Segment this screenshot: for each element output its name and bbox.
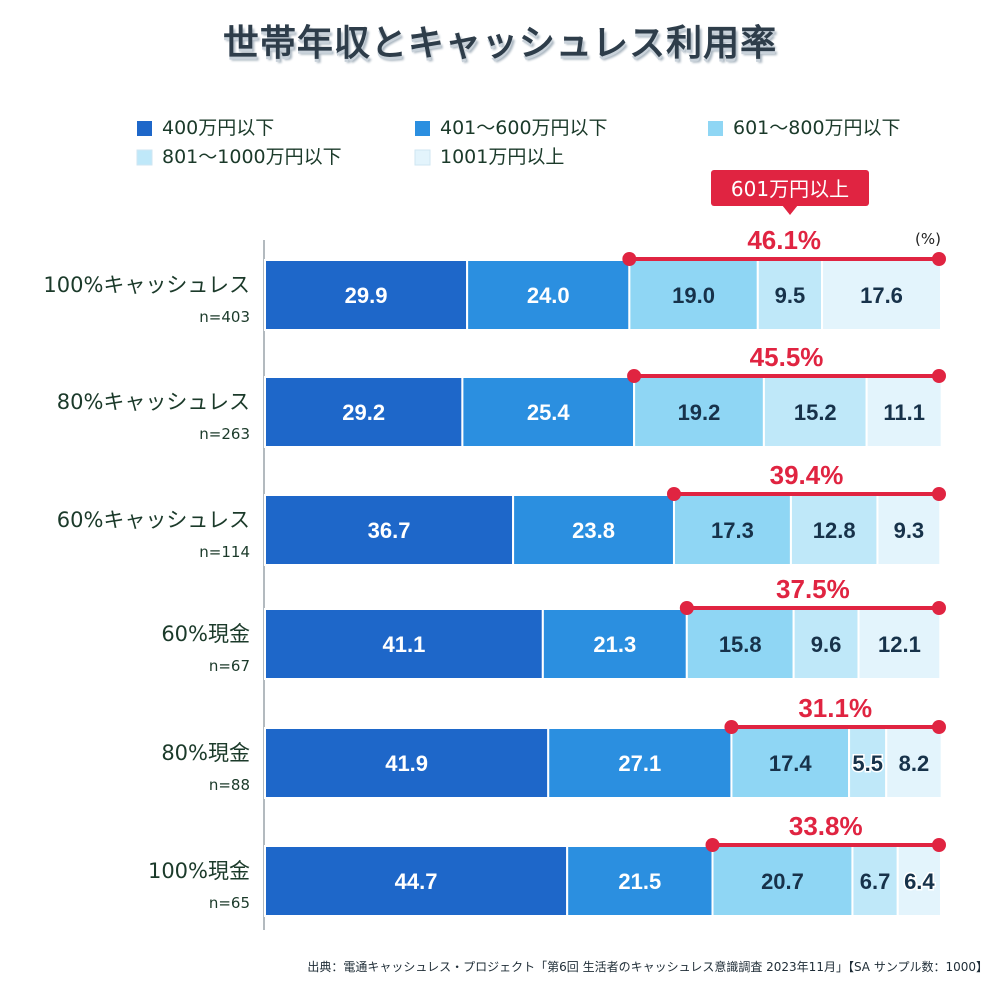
data-label-r2-s1: 29.2 <box>342 400 385 425</box>
data-label-r5-s2: 27.1 <box>618 751 661 776</box>
data-label-r5-s5: 8.2 <box>899 751 930 776</box>
legend-swatch-2 <box>415 121 430 136</box>
data-label-r5-s4: 5.5 <box>852 751 883 776</box>
callout-pointer <box>782 205 798 215</box>
data-label-r1-s5: 17.6 <box>860 283 903 308</box>
bar-segment-r4-s2 <box>541 608 688 680</box>
bar-segment-r2-s5 <box>865 376 943 448</box>
data-label-r5-s3: 17.4 <box>769 751 813 776</box>
data-label-r2-s3: 19.2 <box>678 400 721 425</box>
data-label-r3-s5: 9.3 <box>894 518 925 543</box>
above-600-total-5: 31.1% <box>798 693 872 723</box>
bracket-start-dot-4 <box>679 601 694 615</box>
data-label-r1-s1: 29.9 <box>345 283 388 308</box>
bracket-end-dot-3 <box>932 487 946 501</box>
bar-segment-r3-s4 <box>789 494 879 566</box>
legend-swatch-1 <box>137 121 152 136</box>
sample-size-2: n=263 <box>199 425 250 443</box>
bar-segment-r1-s1 <box>264 259 469 331</box>
bracket-start-dot-6 <box>705 838 720 852</box>
data-label-r2-s4: 15.2 <box>794 400 837 425</box>
bracket-end-dot-1 <box>932 252 946 266</box>
sample-size-1: n=403 <box>199 308 250 326</box>
callout-label: 601万円以上 <box>731 177 849 201</box>
bar-segment-r1-s2 <box>466 259 631 331</box>
data-label-r3-s4: 12.8 <box>813 518 856 543</box>
bar-segment-r6-s3 <box>711 845 854 917</box>
data-label-r6-s5: 6.4 <box>904 869 935 894</box>
above-600-total-3: 39.4% <box>770 460 844 490</box>
bar-segment-r5-s3 <box>730 727 851 799</box>
bracket-end-dot-2 <box>932 369 946 383</box>
bar-segment-r3-s2 <box>512 494 675 566</box>
bar-segment-r1-s5 <box>821 259 942 331</box>
legend-swatch-3 <box>708 121 723 136</box>
source-note: 出典：電通キャッシュレス・プロジェクト「第6回 生活者のキャッシュレス意識調査 … <box>307 960 988 974</box>
sample-size-4: n=67 <box>209 657 250 675</box>
data-label-r1-s3: 19.0 <box>672 283 715 308</box>
bar-segment-r2-s4 <box>762 376 868 448</box>
unit-label: (%) <box>915 230 941 248</box>
sample-size-6: n=65 <box>209 894 250 912</box>
data-label-r1-s2: 24.0 <box>527 283 570 308</box>
bar-segment-r4-s1 <box>264 608 544 680</box>
above-600-total-1: 46.1% <box>747 225 821 255</box>
bracket-end-dot-5 <box>932 720 946 734</box>
data-label-r3-s3: 17.3 <box>711 518 754 543</box>
data-label-r4-s1: 41.1 <box>383 632 426 657</box>
category-label-2: 80%キャッシュレス <box>57 390 250 414</box>
legend-swatch-4 <box>136 149 153 166</box>
sample-size-5: n=88 <box>209 776 250 794</box>
sample-size-3: n=114 <box>199 543 250 561</box>
page-title: 世帯年収とキャッシュレス利用率 <box>219 20 779 68</box>
data-label-r2-s5: 11.1 <box>883 400 925 425</box>
data-label-r6-s3: 20.7 <box>761 869 804 894</box>
data-label-r6-s2: 21.5 <box>618 869 661 894</box>
bracket-end-dot-4 <box>932 601 946 615</box>
data-label-r4-s4: 9.6 <box>811 632 842 657</box>
data-label-r5-s1: 41.9 <box>385 751 428 776</box>
bracket-start-dot-2 <box>627 369 642 383</box>
legend-label-5: 1001万円以上 <box>440 146 564 168</box>
bar-segment-r5-s4 <box>848 727 888 799</box>
bar-segment-r5-s2 <box>547 727 733 799</box>
data-label-r6-s4: 6.7 <box>860 869 891 894</box>
bar-segment-r4-s5 <box>857 608 942 680</box>
data-label-r4-s5: 12.1 <box>878 632 921 657</box>
category-label-6: 100%現金 <box>148 859 250 883</box>
legend-label-3: 601〜800万円以下 <box>733 117 901 139</box>
data-label-r3-s2: 23.8 <box>572 518 615 543</box>
above-600-total-2: 45.5% <box>750 342 824 372</box>
data-label-r4-s2: 21.3 <box>593 632 636 657</box>
data-label-r2-s2: 25.4 <box>527 400 571 425</box>
data-label-r6-s1: 44.7 <box>395 869 438 894</box>
bracket-start-dot-3 <box>666 487 681 501</box>
bracket-start-dot-5 <box>724 720 739 734</box>
above-600-total-4: 37.5% <box>776 574 850 604</box>
category-label-4: 60%現金 <box>161 622 250 646</box>
bracket-end-dot-6 <box>932 838 946 852</box>
bar-segment-r6-s1 <box>264 845 569 917</box>
bar-segment-r3-s3 <box>672 494 792 566</box>
category-label-3: 60%キャッシュレス <box>57 508 250 532</box>
data-label-r3-s1: 36.7 <box>368 518 411 543</box>
legend-label-1: 400万円以下 <box>162 117 274 139</box>
above-600-total-6: 33.8% <box>789 811 863 841</box>
bracket-start-dot-1 <box>622 252 637 266</box>
bar-segment-r2-s2 <box>461 376 636 448</box>
bar-segment-r1-s4 <box>756 259 824 331</box>
callout-box <box>711 170 869 206</box>
bar-segment-r3-s5 <box>876 494 942 566</box>
bar-segment-r6-s2 <box>566 845 714 917</box>
data-label-r1-s4: 9.5 <box>775 283 806 308</box>
legend-label-2: 401〜600万円以下 <box>440 117 608 139</box>
category-label-1: 100%キャッシュレス <box>43 273 250 297</box>
data-label-r4-s3: 15.8 <box>719 632 762 657</box>
legend-label-4: 801〜1000万円以下 <box>162 146 342 168</box>
legend-swatch-5 <box>414 149 431 166</box>
bar-segment-r3-s1 <box>264 494 515 566</box>
category-label-5: 80%現金 <box>161 741 250 765</box>
